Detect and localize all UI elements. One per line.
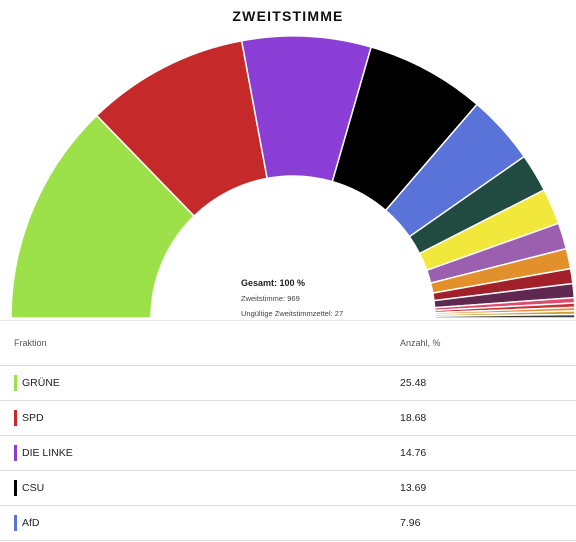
summary-invalid: Ungültige Zweitstimmzettel: 27	[241, 309, 344, 318]
table-row: DIE LINKE 14.76	[0, 436, 576, 471]
summary-total: Gesamt: 100 %	[241, 278, 306, 288]
party-share: 25.48	[400, 377, 427, 389]
party-share: 14.76	[400, 447, 427, 459]
table-row: CSU 13.69	[0, 471, 576, 506]
seat-slice-grüne	[10, 114, 196, 319]
results-table: Fraktion Anzahl, % GRÜNE 25.48 SPD 18.68…	[0, 320, 576, 542]
party-color-swatch	[14, 375, 17, 391]
party-name: SPD	[22, 412, 44, 424]
party-color-swatch	[14, 410, 17, 426]
party-color-swatch	[14, 515, 17, 531]
table-header: Fraktion Anzahl, %	[0, 321, 576, 366]
party-name: GRÜNE	[22, 377, 60, 389]
table-row: GRÜNE 25.48	[0, 366, 576, 401]
party-color-swatch	[14, 445, 17, 461]
party-name: AfD	[22, 517, 40, 529]
party-share: 13.69	[400, 482, 427, 494]
party-share: 7.96	[400, 517, 421, 529]
chart-summary: Gesamt: 100 % Zweitstimme: 969 Ungültige…	[241, 278, 343, 318]
header-party: Fraktion	[14, 338, 47, 348]
party-name: DIE LINKE	[22, 447, 73, 459]
party-share: 18.68	[400, 412, 427, 424]
table-row: SPD 18.68	[0, 401, 576, 436]
summary-votes: Zweitstimme: 969	[241, 294, 300, 303]
chart-title: ZWEITSTIMME	[232, 8, 344, 24]
party-name: CSU	[22, 482, 45, 494]
parliament-chart	[10, 35, 576, 319]
party-color-swatch	[14, 480, 17, 496]
seat-slice-other-15	[434, 313, 576, 319]
table-row: AfD 7.96	[0, 506, 576, 541]
header-share: Anzahl, %	[400, 338, 441, 348]
